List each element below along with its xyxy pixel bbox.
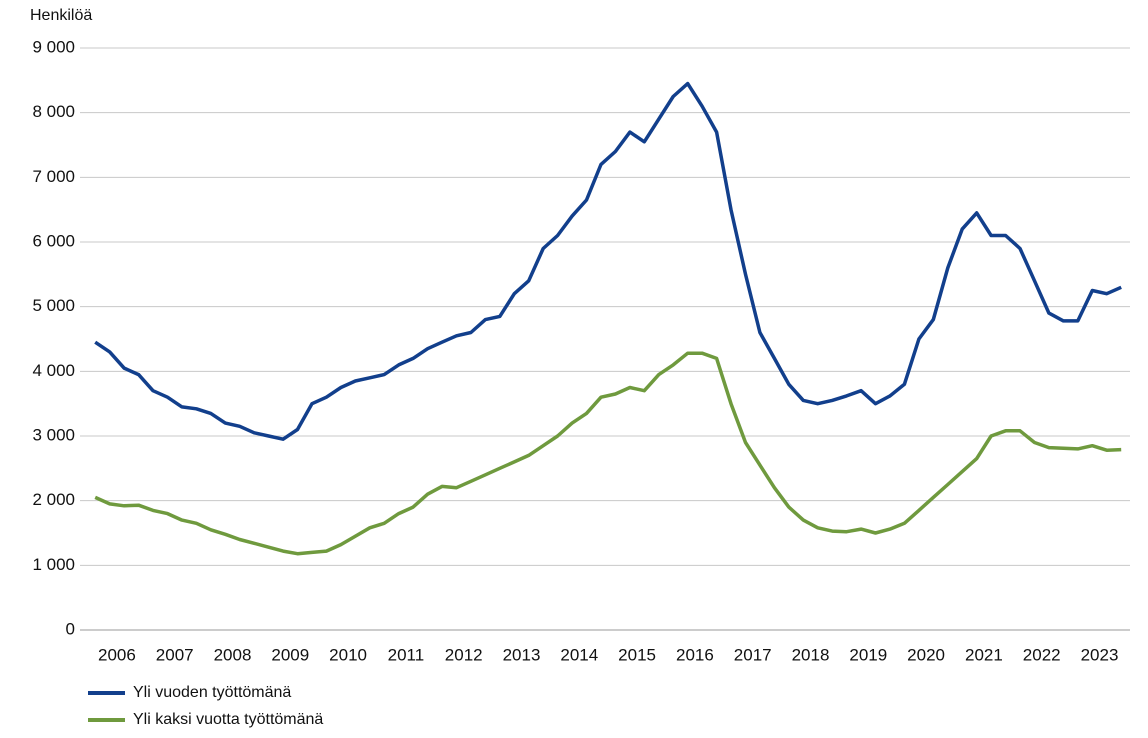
line-series — [94, 81, 1122, 441]
y-tick-label: 9 000 — [32, 37, 75, 56]
x-tick-label: 2010 — [329, 645, 367, 664]
legend-label: Yli vuoden työttömänä — [133, 684, 291, 701]
x-tick-label: 2016 — [676, 645, 714, 664]
x-tick-label: 2020 — [907, 645, 945, 664]
y-tick-label: 8 000 — [32, 102, 75, 121]
x-tick-label: 2023 — [1081, 645, 1119, 664]
x-tick-label: 2013 — [503, 645, 541, 664]
x-tick-label: 2022 — [1023, 645, 1061, 664]
x-tick-label: 2014 — [560, 645, 598, 664]
y-axis-label: Henkilöä — [30, 7, 92, 24]
x-tick-label: 2017 — [734, 645, 772, 664]
y-tick-label: 5 000 — [32, 296, 75, 315]
y-tick-label: 3 000 — [32, 425, 75, 444]
legend-label: Yli kaksi vuotta työttömänä — [133, 711, 323, 728]
y-tick-label: 7 000 — [32, 167, 75, 186]
x-tick-label: 2009 — [271, 645, 309, 664]
x-tick-label: 2021 — [965, 645, 1003, 664]
x-tick-label: 2019 — [849, 645, 887, 664]
y-tick-label: 1 000 — [32, 555, 75, 574]
x-tick-label: 2007 — [156, 645, 194, 664]
x-tick-label: 2011 — [388, 645, 425, 664]
y-tick-label: 0 — [66, 619, 75, 638]
line-series — [94, 351, 1122, 556]
y-tick-label: 4 000 — [32, 361, 75, 380]
x-tick-label: 2006 — [98, 645, 136, 664]
y-tick-label: 6 000 — [32, 231, 75, 250]
x-tick-label: 2015 — [618, 645, 656, 664]
x-tick-label: 2008 — [214, 645, 252, 664]
x-tick-label: 2012 — [445, 645, 483, 664]
x-tick-label: 2018 — [792, 645, 830, 664]
y-tick-label: 2 000 — [32, 490, 75, 509]
